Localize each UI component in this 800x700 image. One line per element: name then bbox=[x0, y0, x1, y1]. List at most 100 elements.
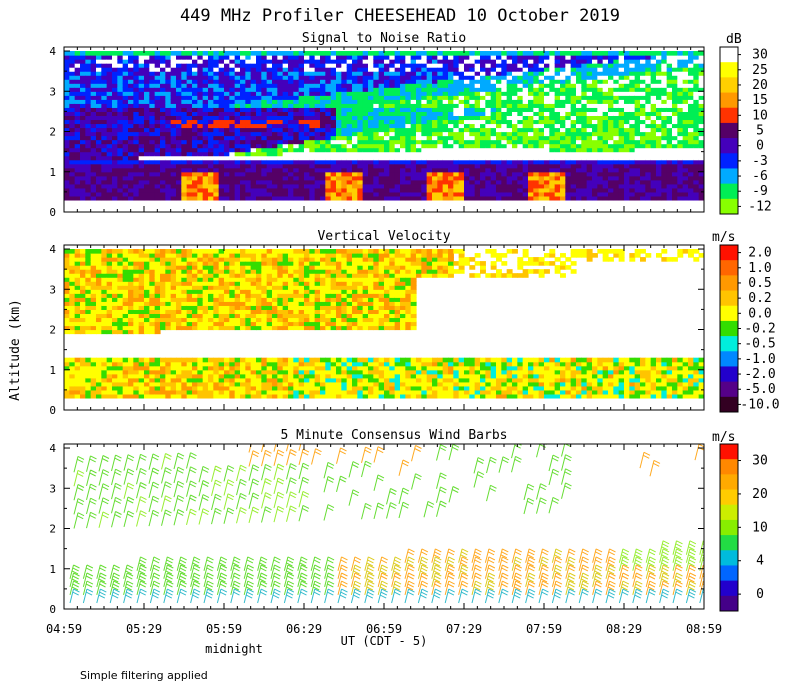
snr-cell bbox=[432, 175, 438, 181]
snr-cell bbox=[218, 139, 225, 145]
snr-cell bbox=[85, 151, 92, 157]
snr-cell bbox=[688, 63, 694, 68]
snr-cell bbox=[266, 195, 273, 201]
snr-cell bbox=[522, 75, 529, 80]
snr-cell bbox=[490, 155, 497, 161]
snr-cell bbox=[538, 147, 545, 153]
snr-cell bbox=[85, 195, 92, 201]
snr-cell bbox=[421, 91, 428, 96]
snr-cell bbox=[85, 155, 92, 161]
snr-cell bbox=[512, 195, 518, 201]
snr-cell bbox=[650, 95, 657, 100]
snr-cell bbox=[282, 67, 289, 72]
snr-cell bbox=[336, 59, 342, 64]
snr-cell bbox=[394, 115, 401, 121]
snr-cell bbox=[629, 163, 636, 169]
snr-cell bbox=[416, 115, 422, 121]
snr-cell bbox=[613, 179, 620, 185]
snr-cell bbox=[245, 111, 252, 117]
snr-cell bbox=[613, 155, 620, 161]
snr-cell bbox=[629, 171, 636, 177]
snr-cell bbox=[96, 55, 102, 60]
snr-cell bbox=[586, 155, 593, 161]
snr-cell bbox=[96, 51, 102, 56]
snr-cell bbox=[208, 59, 214, 64]
snr-cell bbox=[602, 179, 609, 185]
snr-cell bbox=[560, 91, 566, 96]
snr-cell bbox=[554, 91, 561, 96]
snr-cell bbox=[538, 179, 545, 185]
snr-cell bbox=[485, 195, 492, 201]
snr-cell bbox=[357, 195, 364, 201]
snr-cell bbox=[485, 71, 492, 76]
snr-cell bbox=[192, 107, 198, 112]
velocity-cell bbox=[69, 321, 76, 327]
snr-cell bbox=[490, 135, 497, 141]
snr-cell bbox=[501, 91, 508, 96]
snr-cell bbox=[634, 131, 641, 137]
snr-cell bbox=[261, 99, 268, 104]
snr-cell bbox=[693, 159, 700, 165]
velocity-cell bbox=[101, 317, 108, 323]
snr-cell bbox=[538, 183, 545, 189]
snr-cell bbox=[538, 51, 545, 56]
snr-cell bbox=[426, 99, 433, 104]
snr-cell bbox=[357, 175, 364, 181]
snr-cell bbox=[106, 135, 113, 141]
velocity-cell bbox=[74, 309, 81, 315]
snr-cell bbox=[69, 71, 76, 76]
snr-cell bbox=[554, 195, 561, 201]
snr-cell bbox=[261, 83, 268, 88]
snr-cell bbox=[597, 59, 604, 64]
snr-cell bbox=[666, 191, 673, 197]
snr-cell bbox=[373, 55, 380, 60]
snr-cell bbox=[394, 123, 401, 129]
velocity-cell bbox=[138, 265, 145, 270]
velocity-cell bbox=[138, 305, 145, 310]
snr-cell bbox=[592, 187, 598, 193]
snr-cell bbox=[570, 135, 577, 141]
snr-cell bbox=[549, 83, 556, 88]
snr-cell bbox=[624, 163, 630, 169]
snr-cell bbox=[341, 127, 348, 133]
velocity-cell bbox=[85, 385, 92, 391]
snr-cell bbox=[469, 95, 476, 100]
snr-cell bbox=[394, 67, 401, 72]
velocity-cell bbox=[133, 325, 140, 331]
snr-cell bbox=[688, 147, 694, 153]
snr-cell bbox=[192, 83, 198, 88]
snr-cell bbox=[517, 167, 524, 173]
snr-cell bbox=[650, 179, 657, 185]
snr-cell bbox=[234, 103, 241, 108]
snr-cell bbox=[389, 71, 396, 76]
snr-cell bbox=[106, 175, 113, 181]
snr-cell bbox=[426, 179, 433, 185]
snr-cell bbox=[170, 135, 177, 141]
snr-cell bbox=[501, 183, 508, 189]
velocity-cell bbox=[64, 309, 70, 315]
snr-cell bbox=[608, 195, 614, 201]
snr-cell bbox=[90, 71, 97, 76]
snr-cell bbox=[650, 103, 657, 108]
velocity-cell bbox=[128, 357, 134, 363]
snr-cell bbox=[682, 99, 689, 104]
snr-cell bbox=[426, 163, 433, 169]
snr-cell bbox=[453, 111, 460, 117]
snr-cell bbox=[560, 55, 566, 60]
snr-cell bbox=[677, 123, 684, 129]
snr-cell bbox=[656, 83, 662, 88]
snr-cell bbox=[176, 175, 182, 181]
snr-cell bbox=[378, 115, 385, 121]
snr-cell bbox=[133, 171, 140, 177]
snr-cell bbox=[74, 59, 81, 64]
snr-cell bbox=[672, 195, 678, 201]
snr-cell bbox=[672, 111, 678, 117]
snr-cell bbox=[458, 183, 465, 189]
snr-cell bbox=[90, 147, 97, 153]
snr-cell bbox=[69, 67, 76, 72]
snr-cell bbox=[538, 171, 545, 177]
snr-cell bbox=[528, 67, 534, 72]
snr-cell bbox=[645, 179, 652, 185]
snr-cell bbox=[176, 191, 182, 197]
snr-cell bbox=[234, 127, 241, 133]
